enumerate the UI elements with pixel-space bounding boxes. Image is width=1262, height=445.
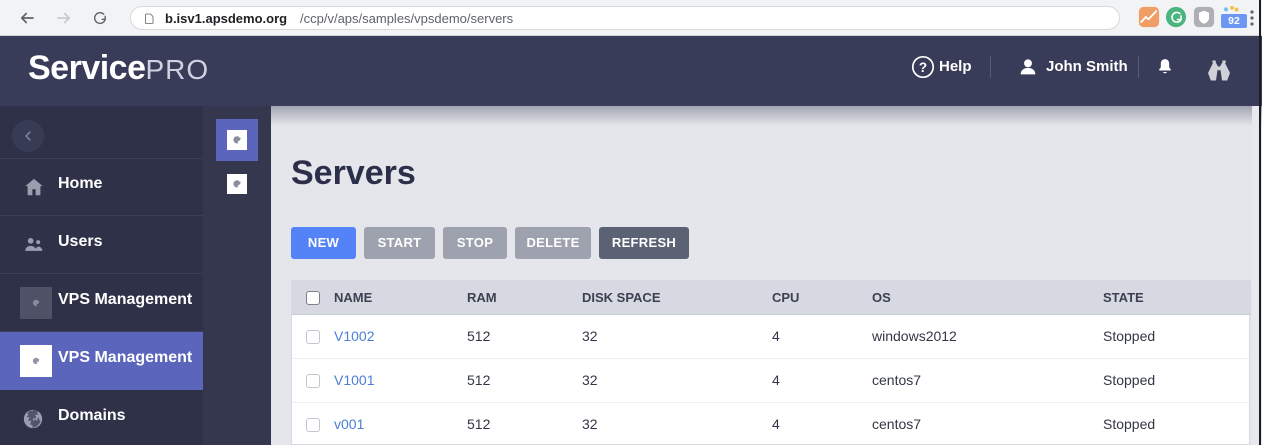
- svg-text:?: ?: [919, 60, 927, 75]
